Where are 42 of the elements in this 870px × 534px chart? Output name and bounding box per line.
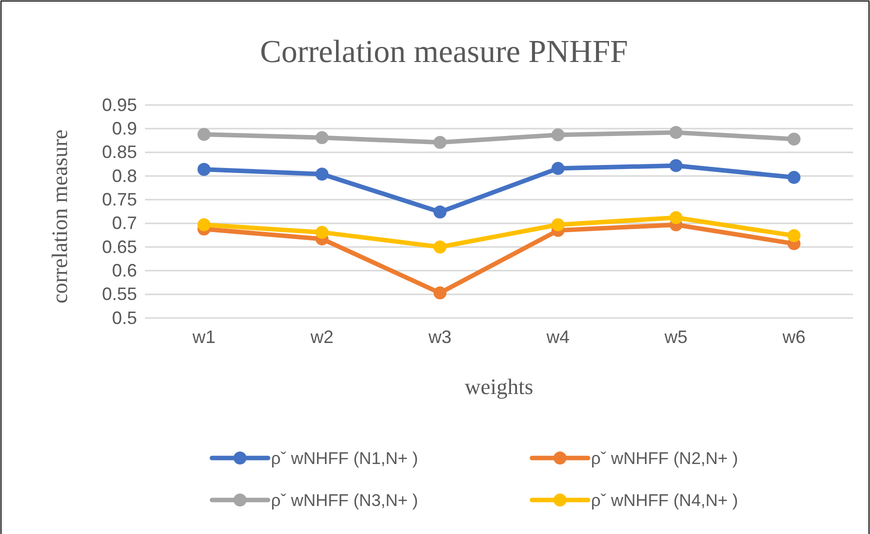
- y-tick-label: 0.9: [112, 118, 137, 138]
- legend-label: ρˇ wNHFF (N1,N+ ): [271, 448, 418, 468]
- legend-label: ρˇ wNHFF (N2,N+ ): [591, 448, 738, 468]
- chart-title: Correlation measure PNHFF: [260, 33, 628, 69]
- point: [670, 211, 682, 224]
- point: [316, 226, 328, 239]
- point: [198, 162, 210, 176]
- point: [788, 170, 800, 184]
- point: [552, 218, 564, 232]
- point: [198, 128, 210, 141]
- y-tick-label: 0.7: [112, 213, 137, 234]
- point: [670, 159, 682, 172]
- y-tick-label: 0.75: [102, 189, 137, 210]
- point: [198, 218, 210, 232]
- point: [434, 205, 446, 218]
- point: [434, 286, 446, 300]
- legend-label: ρˇ wNHFF (N4,N+ ): [591, 490, 738, 510]
- point: [316, 131, 328, 144]
- x-tick-label: w3: [427, 326, 452, 347]
- y-tick-label: 0.55: [102, 284, 137, 304]
- x-axis-title: weights: [464, 374, 534, 399]
- point: [552, 162, 564, 175]
- y-tick-label: 0.8: [112, 166, 137, 186]
- point: [670, 126, 682, 139]
- y-tick-label: 0.85: [102, 142, 137, 162]
- point: [788, 132, 800, 146]
- y-tick-label: 0.95: [102, 94, 137, 115]
- y-tick-label: 0.6: [112, 260, 137, 280]
- point: [316, 168, 328, 181]
- point: [434, 136, 446, 149]
- y-tick-label: 0.5: [112, 308, 137, 328]
- point: [552, 128, 564, 142]
- legend-label: ρˇ wNHFF (N3,N+ ): [271, 490, 418, 510]
- point: [434, 240, 446, 254]
- x-tick-label: w5: [663, 326, 688, 347]
- point: [788, 229, 800, 242]
- y-axis-title: correlation measure: [47, 129, 72, 304]
- x-tick-label: w4: [545, 326, 570, 347]
- x-tick-label: w1: [191, 326, 216, 347]
- y-tick-label: 0.65: [102, 236, 137, 257]
- x-tick-label: w6: [781, 326, 806, 347]
- x-tick-label: w2: [309, 326, 334, 347]
